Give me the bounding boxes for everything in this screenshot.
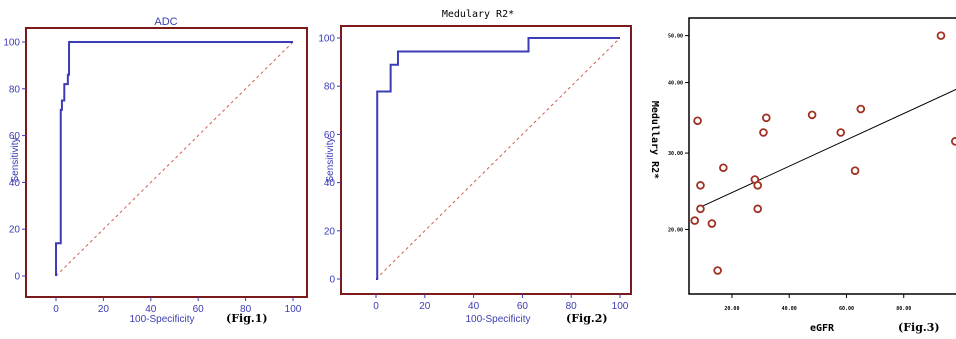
y-tick-label: 20.00	[668, 227, 683, 233]
scatter-point	[693, 116, 702, 126]
scatter-point	[696, 181, 705, 190]
y-tick-label: 20	[324, 226, 336, 237]
y-tick-label: 80	[9, 84, 21, 95]
scatter-point	[696, 204, 705, 214]
x-axis-label: 100-Specificity	[465, 314, 530, 325]
fit-line	[700, 88, 956, 208]
x-tick-label: 80	[240, 304, 252, 315]
y-axis-label: Sensitivity	[325, 137, 336, 182]
x-tick-label: 80	[566, 301, 578, 312]
figure-caption: (Fig.3)	[898, 321, 940, 334]
y-tick-label: 20	[9, 225, 21, 236]
y-tick-label: 40	[9, 178, 21, 189]
y-tick-label: 60	[324, 130, 336, 141]
scatter-point	[936, 31, 946, 40]
scatter-points	[690, 31, 956, 275]
roc-curve	[55, 41, 293, 276]
y-tick-label: 80	[324, 82, 336, 93]
x-tick-label: 20.00	[724, 306, 739, 312]
roc-curve	[376, 37, 620, 280]
y-tick-label: 100	[3, 38, 20, 49]
x-tick-label: 60.00	[839, 306, 854, 312]
scatter-point	[850, 166, 860, 175]
axis-ticks: 0 20 40 60 80 100 0 20 40 60 80 100	[318, 34, 628, 313]
scatter-point	[690, 216, 700, 225]
scatter-point	[950, 137, 956, 146]
x-tick-label: 40	[468, 301, 480, 312]
y-tick-label: 100	[318, 34, 335, 45]
chart-fig1: ADC 0 20 40 60 80 100 0 20 40 60 80 100 100-Specifi…	[3, 16, 308, 325]
y-tick-label: 60	[9, 131, 21, 142]
y-tick-label: 40.00	[668, 81, 683, 87]
plot-frame	[340, 25, 632, 295]
scatter-point	[807, 110, 817, 120]
x-tick-label: 40.00	[782, 306, 797, 312]
x-tick-label: 100	[285, 304, 302, 315]
x-tick-label: 60	[193, 304, 205, 315]
scatter-point	[759, 128, 768, 137]
chart-fig2: Medulary R2* 0 20 40 60 80 100 0 20 40 60 80 100 10…	[318, 9, 632, 325]
y-axis-label: Medullary R2*	[649, 101, 660, 179]
scatter-point	[719, 163, 728, 173]
plot-frame	[688, 17, 956, 295]
figure-caption: (Fig.2)	[566, 312, 608, 325]
plot-frame	[25, 27, 308, 298]
chart-title: ADC	[154, 16, 177, 28]
x-axis-label: eGFR	[810, 323, 835, 334]
x-tick-label: 20	[419, 301, 431, 312]
x-tick-label: 40	[145, 304, 157, 315]
y-tick-label: 0	[14, 272, 20, 283]
figure-caption: (Fig.1)	[226, 312, 268, 325]
y-tick-label: 30.00	[668, 151, 683, 157]
x-tick-label: 20	[98, 304, 110, 315]
scatter-point	[707, 219, 717, 228]
axis-ticks: 20.00 40.00 60.00 80.00 20.00 30.00 40.00 50.00	[668, 34, 911, 312]
y-tick-label: 0	[329, 275, 335, 286]
scatter-point	[713, 266, 722, 275]
y-axis-label: Sensitivity	[10, 137, 21, 182]
chart-title: Medulary R2*	[442, 9, 514, 20]
scatter-point	[762, 113, 771, 123]
diagonal-line	[55, 41, 294, 277]
x-tick-label: 0	[53, 304, 59, 315]
x-axis-label: 100-Specificity	[129, 314, 194, 325]
x-tick-label: 0	[373, 301, 379, 312]
scatter-point	[856, 104, 866, 114]
y-tick-label: 40	[324, 178, 336, 189]
x-tick-label: 80.00	[896, 306, 911, 312]
y-tick-label: 50.00	[668, 34, 683, 40]
x-tick-label: 60	[517, 301, 529, 312]
chart-fig3: 20.00 40.00 60.00 80.00 20.00 30.00 40.00 50.00…	[649, 17, 956, 334]
scatter-point	[753, 204, 763, 214]
scatter-point	[836, 128, 846, 137]
axis-ticks: 0 20 40 60 80 100 0 20 40 60 80 100	[3, 38, 301, 316]
x-tick-label: 100	[612, 301, 629, 312]
scatter-point	[753, 181, 763, 190]
